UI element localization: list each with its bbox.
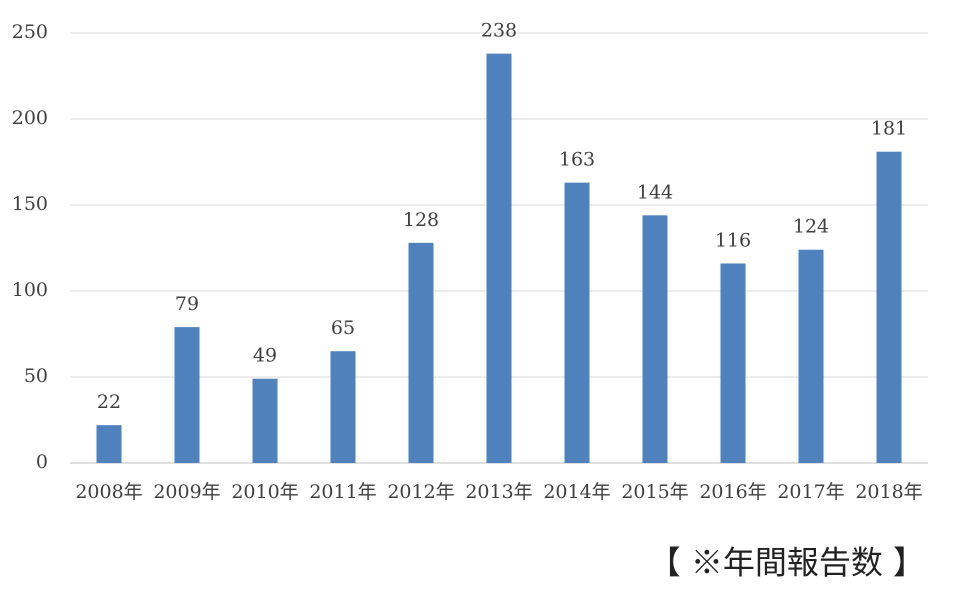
bar	[408, 242, 434, 463]
data-label: 49	[253, 345, 277, 367]
bar	[174, 327, 200, 463]
bar	[720, 263, 746, 463]
data-label: 116	[715, 229, 751, 251]
data-label: 144	[637, 181, 673, 203]
y-tick-label: 200	[12, 107, 48, 129]
bar	[252, 378, 278, 463]
x-tick-label: 2017年	[777, 481, 844, 503]
data-label: 238	[481, 20, 517, 42]
x-tick-label: 2018年	[855, 481, 922, 503]
bar	[564, 182, 590, 463]
annotation: 【 ※年間報告数 】	[649, 544, 925, 582]
bar	[876, 151, 902, 463]
x-tick-label: 2010年	[231, 481, 298, 503]
bar	[330, 351, 356, 463]
x-tick-label: 2013年	[465, 481, 532, 503]
x-tick-label: 2011年	[309, 481, 376, 503]
x-tick-label: 2009年	[153, 481, 220, 503]
x-tick-label: 2014年	[543, 481, 610, 503]
y-tick-label: 50	[24, 365, 48, 387]
bar	[642, 215, 668, 463]
y-tick-label: 150	[12, 193, 48, 215]
x-tick-label: 2008年	[75, 481, 142, 503]
data-label: 128	[403, 209, 439, 231]
bar	[486, 53, 512, 463]
data-label: 65	[331, 317, 355, 339]
x-tick-label: 2012年	[387, 481, 454, 503]
data-label: 22	[97, 391, 121, 413]
x-tick-label: 2016年	[699, 481, 766, 503]
data-label: 79	[175, 293, 199, 315]
data-label: 181	[871, 118, 907, 140]
y-tick-label: 0	[36, 451, 48, 473]
y-tick-label: 250	[12, 21, 48, 43]
x-tick-label: 2015年	[621, 481, 688, 503]
bar	[798, 249, 824, 463]
data-label: 124	[793, 216, 829, 238]
y-tick-label: 100	[12, 279, 48, 301]
data-label: 163	[559, 149, 595, 171]
bar	[96, 425, 122, 463]
